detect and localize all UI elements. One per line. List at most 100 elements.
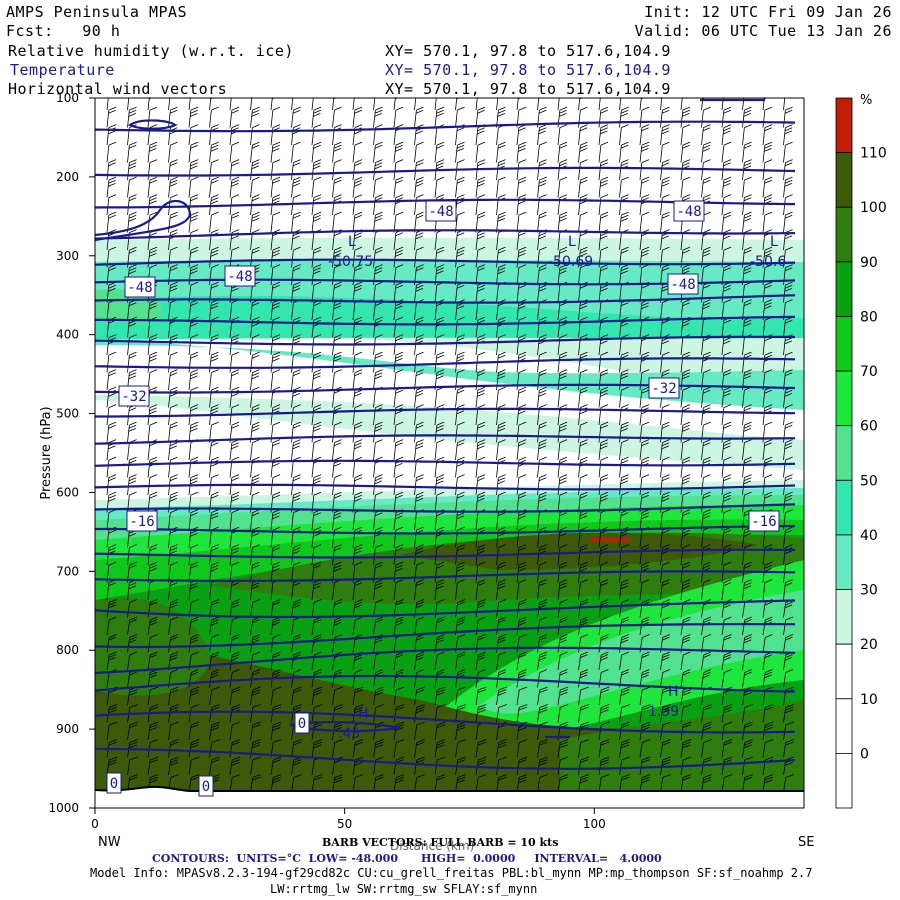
wind-barb <box>660 141 670 163</box>
wind-barb-flag <box>354 547 362 552</box>
wind-barb-flag <box>703 90 710 93</box>
wind-barb-flag <box>333 622 342 626</box>
wind-barb-flag <box>109 651 117 656</box>
wind-barb <box>106 704 118 723</box>
wind-barb-staff <box>537 355 540 373</box>
wind-barb-flag <box>313 369 322 373</box>
wind-barb-flag <box>744 544 752 548</box>
wind-barb-flag <box>498 671 506 676</box>
wind-barb-flag <box>231 636 240 641</box>
wind-barb-flag <box>437 669 445 673</box>
wind-barb-flag <box>600 601 609 606</box>
wind-barb-flag <box>129 246 137 251</box>
wind-barb-flag <box>477 264 486 268</box>
wind-barb-flag <box>354 232 362 237</box>
wind-barb <box>639 421 650 443</box>
wind-barb-flag <box>334 456 342 461</box>
wind-barb-flag <box>620 512 629 517</box>
wind-barb-staff <box>147 320 151 338</box>
wind-barb-flag <box>313 421 322 426</box>
wind-barb-flag <box>723 439 732 443</box>
wind-barb-flag <box>272 194 281 198</box>
wind-barb-flag <box>251 407 260 412</box>
wind-barb <box>619 386 629 408</box>
wind-barb <box>680 474 691 496</box>
wind-barb <box>393 369 404 391</box>
wind-barb <box>127 421 137 443</box>
wind-barb-staff <box>311 602 315 618</box>
wind-barb <box>660 211 670 233</box>
wind-barb-flag <box>108 334 117 338</box>
wind-barb-flag <box>477 159 486 163</box>
wind-barb-flag <box>743 302 752 307</box>
wind-barb-staff <box>147 689 151 706</box>
wind-barb-flag <box>128 165 137 170</box>
wind-barb-flag <box>723 424 731 429</box>
wind-barb-flag <box>231 211 240 216</box>
wind-barb-flag <box>621 246 629 251</box>
wind-barb <box>147 334 158 356</box>
wind-barb-flag <box>252 619 260 624</box>
wind-barb <box>537 246 547 268</box>
wind-barb-flag <box>272 654 281 659</box>
wind-barb-flag <box>211 229 219 233</box>
wind-barb-flag <box>723 389 731 394</box>
wind-barb-flag <box>579 354 588 359</box>
wind-barb-flag <box>662 704 671 708</box>
wind-barb-flag <box>211 246 219 251</box>
wind-barb-flag <box>457 704 466 708</box>
wind-barb-flag <box>354 264 363 268</box>
wind-barb-flag <box>641 459 649 464</box>
wind-barb-flag <box>150 599 158 603</box>
wind-barb-flag <box>252 141 260 146</box>
wind-barb-flag <box>190 428 198 432</box>
wind-barb-flag <box>415 550 424 555</box>
wind-barb-flag <box>579 389 588 394</box>
wind-barb <box>742 686 753 706</box>
wind-barb-flag <box>313 456 322 461</box>
wind-barb-flag <box>251 582 260 587</box>
wind-barb-staff <box>742 654 746 671</box>
wind-barb <box>680 299 691 321</box>
wind-barb-flag <box>355 704 364 708</box>
wind-barb-flag <box>621 106 629 111</box>
wind-barb-flag <box>518 421 527 426</box>
wind-barb-flag <box>333 232 342 237</box>
wind-barb-flag <box>661 442 670 447</box>
wind-barb-flag <box>785 601 793 606</box>
wind-barb-flag <box>600 351 609 356</box>
wind-barb-flag <box>723 509 732 513</box>
wind-barb-flag <box>723 337 731 342</box>
wind-barb-flag <box>580 651 589 656</box>
wind-barb-flag <box>169 494 178 499</box>
wind-barb-staff <box>311 442 315 461</box>
wind-barb <box>619 651 630 671</box>
wind-barb-flag <box>415 657 424 661</box>
wind-barb-flag <box>539 211 547 216</box>
wind-barb-flag <box>621 124 629 128</box>
wind-barb-flag <box>273 704 282 708</box>
wind-barb-flag <box>662 90 669 93</box>
wind-barb-flag <box>518 389 526 394</box>
wind-barb-staff <box>270 582 274 601</box>
wind-barb-flag <box>231 445 239 450</box>
wind-barb-flag <box>682 689 691 694</box>
wind-barb-flag <box>375 176 383 181</box>
wind-barb <box>639 686 651 706</box>
wind-barb-flag <box>600 235 608 240</box>
wind-barb-flag <box>538 604 547 609</box>
wind-barb-staff <box>455 162 458 181</box>
wind-barb-flag <box>724 704 733 708</box>
wind-barb-flag <box>560 651 568 656</box>
wind-barb-flag <box>703 491 711 496</box>
wind-barb-flag <box>743 218 752 222</box>
wind-barb-flag <box>539 474 547 478</box>
wind-barb <box>332 141 342 163</box>
wind-barb-flag <box>620 585 629 590</box>
wind-barb <box>229 98 232 111</box>
wind-barb-flag <box>436 428 444 432</box>
wind-barb-staff <box>188 495 192 513</box>
wind-barb-flag <box>518 253 526 257</box>
wind-barb-flag <box>354 179 362 184</box>
wind-barb-flag <box>600 141 609 146</box>
